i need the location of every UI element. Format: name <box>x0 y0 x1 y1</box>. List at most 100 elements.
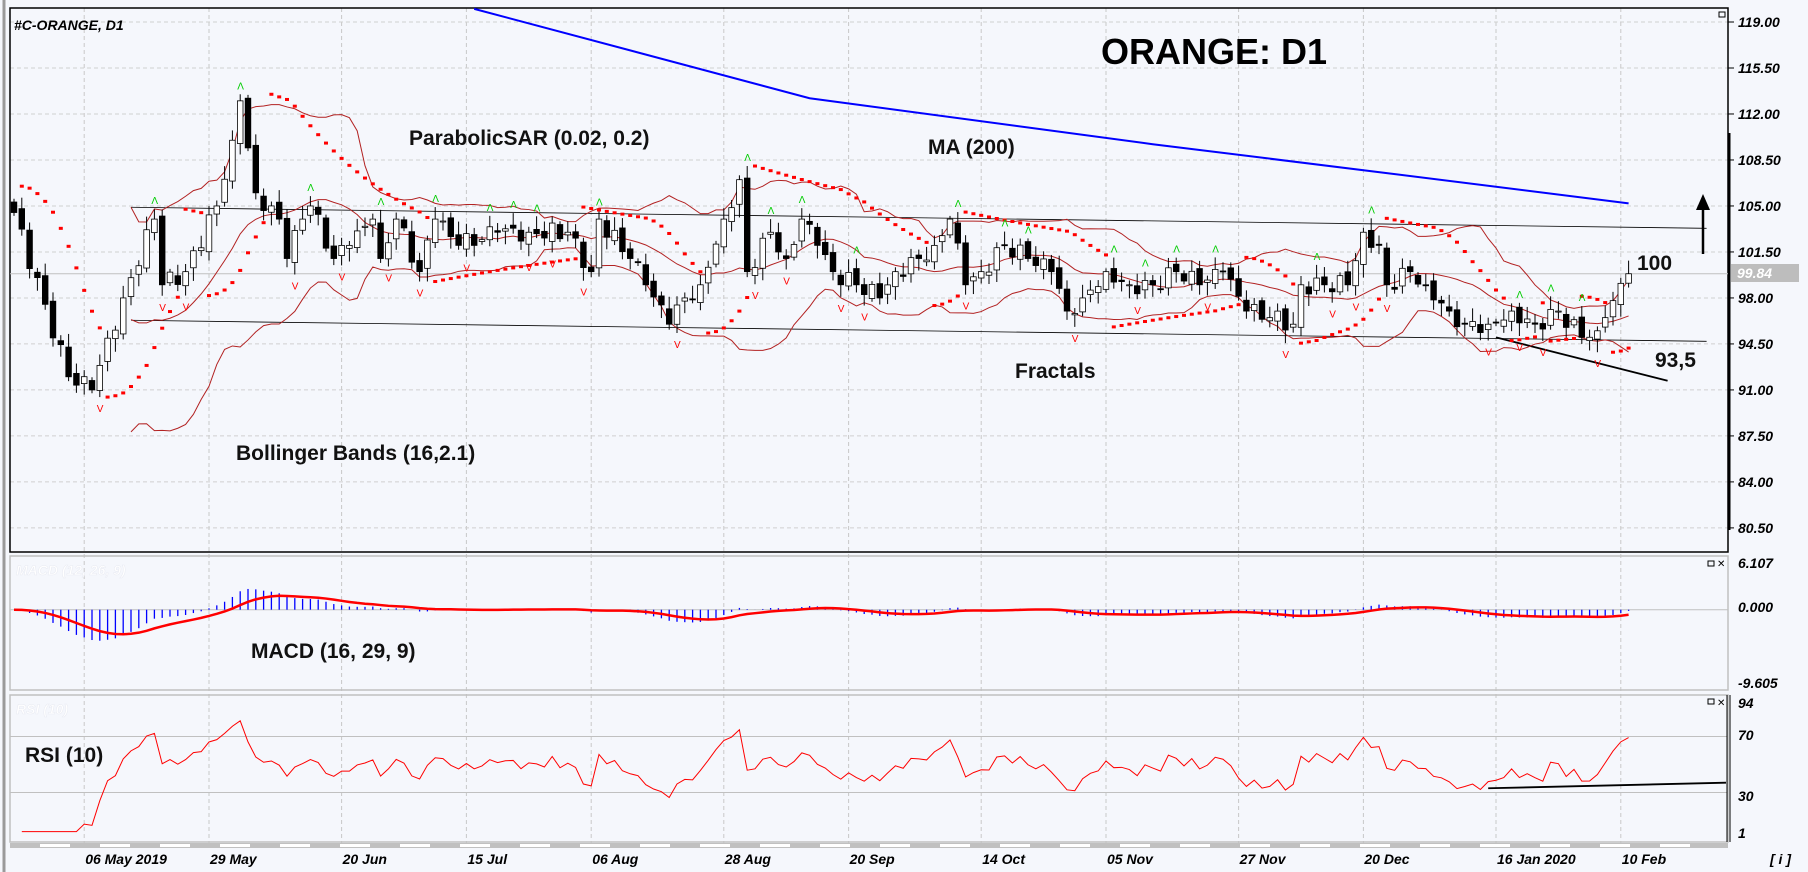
candle <box>291 225 298 275</box>
scrollbar-segment <box>1180 844 1210 847</box>
bull-candle-body <box>907 257 915 275</box>
rsi-header: RSI (10) <box>16 701 68 717</box>
price-tick-label: 91.00 <box>1738 382 1773 398</box>
sar-dot <box>1338 330 1342 334</box>
candle <box>627 242 634 270</box>
bull-candle-body <box>946 218 954 236</box>
bull-candle-body <box>1204 279 1211 283</box>
sar-dot <box>1228 305 1233 309</box>
sar-dot <box>721 326 726 330</box>
macd-maximize-icon[interactable] <box>1707 560 1715 567</box>
sar-dot <box>168 310 172 314</box>
sar-dot <box>768 169 773 173</box>
bull-candle-body <box>151 218 158 234</box>
fractal-down-icon: V <box>159 303 166 314</box>
bull-candle-body <box>720 218 727 248</box>
bear-candle-body <box>1258 300 1266 320</box>
candle <box>1602 305 1609 333</box>
bear-candle-body <box>517 229 525 242</box>
current-price-value: 99.84 <box>1737 265 1772 281</box>
bear-candle-body <box>1056 267 1063 289</box>
info-button[interactable]: [ i ] <box>1769 851 1792 867</box>
time-scrollbar[interactable] <box>10 843 1728 848</box>
bull-candle-body <box>564 231 571 236</box>
time-axis: 06 May 2019 29 May 20 Jun 15 Jul 06 Aug 28 Au… <box>85 851 1666 867</box>
candle <box>650 273 657 307</box>
bull-candle-body <box>1625 273 1632 284</box>
bull-candle-body <box>1602 317 1609 328</box>
bear-candle-body <box>1149 280 1156 286</box>
price-tick-label: 84.00 <box>1738 474 1773 490</box>
fractal-down-icon: V <box>1072 334 1079 345</box>
fractal-down-icon: V <box>752 291 759 302</box>
sar-dot <box>222 288 227 292</box>
date-label: 27 Nov <box>1239 851 1287 867</box>
bear-candle-body <box>1414 275 1422 285</box>
candle <box>244 94 252 152</box>
rsi-close-icon[interactable]: ✕ <box>1717 698 1725 709</box>
candle <box>962 235 969 295</box>
sar-dot <box>784 173 789 177</box>
sar-dot <box>1525 336 1530 340</box>
candle <box>486 215 493 247</box>
macd-close-icon[interactable]: ✕ <box>1717 559 1725 570</box>
fractal-up-icon: Λ <box>853 246 860 257</box>
maximize-icon[interactable] <box>1718 11 1726 18</box>
bull-candle-body <box>1141 280 1149 291</box>
bollinger-label: Bollinger Bands (16,2.1) <box>236 442 475 465</box>
sar-dot <box>1587 295 1592 299</box>
bear-candle-body <box>174 275 181 285</box>
bear-candle-body <box>1477 324 1484 333</box>
sar-dot <box>1205 310 1210 314</box>
candle <box>1492 318 1500 327</box>
bear-candle-body <box>10 201 18 213</box>
bull-candle-body <box>143 229 150 269</box>
scrollbar-segment <box>1240 844 1270 847</box>
sar-dot <box>1049 227 1054 231</box>
candle <box>416 252 423 282</box>
sar-dot <box>43 199 48 203</box>
bull-candle-body <box>1102 271 1110 290</box>
candle <box>229 130 236 189</box>
bull-candle-body <box>166 271 174 284</box>
sar-dot <box>386 192 391 196</box>
fractal-up-icon: Λ <box>151 196 158 207</box>
rsi-panel <box>9 694 1729 843</box>
date-label: 29 May <box>209 851 258 867</box>
candle <box>1344 260 1351 292</box>
bear-candle-body <box>408 231 415 263</box>
time-scrollbar-marks <box>40 844 1690 847</box>
sar-dot <box>1377 297 1381 301</box>
candle <box>744 166 751 278</box>
fractal-down-icon: V <box>549 259 556 270</box>
fractal-up-icon: Λ <box>510 200 517 211</box>
bear-candle-body <box>1282 308 1289 331</box>
scrollbar-segment <box>1600 844 1630 847</box>
sar-dot <box>487 270 492 274</box>
sar-dot <box>74 266 79 270</box>
candle <box>1321 267 1328 293</box>
sar-dot <box>1408 221 1413 225</box>
sar-dot <box>1189 312 1194 316</box>
rsi-maximize-icon[interactable] <box>1707 698 1715 705</box>
sar-dot <box>66 244 71 248</box>
candle <box>572 224 579 249</box>
sar-dot <box>916 236 921 240</box>
sar-dot <box>667 231 672 235</box>
candle <box>1524 306 1531 329</box>
candle <box>853 258 860 293</box>
sar-dot <box>261 221 266 225</box>
candle <box>112 325 119 352</box>
sar-dot <box>82 288 87 292</box>
bear-candle-body <box>42 275 49 305</box>
bear-candle-body <box>1407 266 1414 273</box>
candle <box>18 197 25 236</box>
candle <box>470 227 478 257</box>
candle <box>1251 297 1258 322</box>
sar-dot <box>269 92 274 96</box>
candle <box>1212 257 1219 289</box>
sar-dot <box>792 175 796 179</box>
bull-candle-body <box>463 233 470 250</box>
